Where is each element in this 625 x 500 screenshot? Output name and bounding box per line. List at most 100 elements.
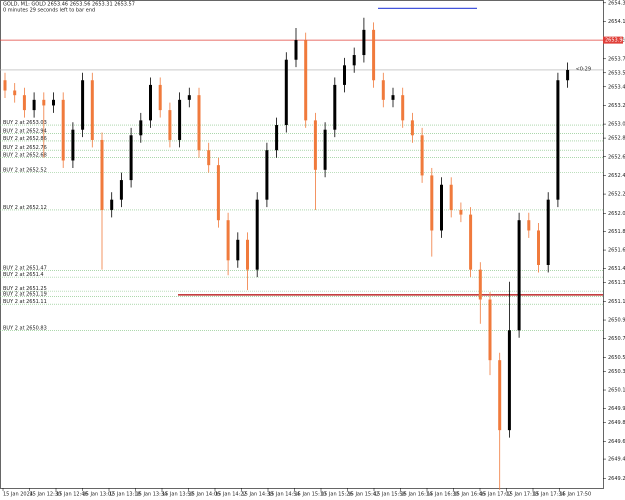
candle-body: [32, 99, 36, 111]
candle-body: [178, 99, 182, 140]
candle-body: [449, 184, 453, 210]
x-tick-label: 15 Jan 2024: [3, 492, 33, 498]
candle-body: [420, 135, 424, 176]
x-tick-label: 15 Jan 13:50: [162, 492, 194, 498]
y-tick-label: 2651.49: [608, 266, 625, 272]
y-tick-label: 2653.74: [608, 56, 625, 62]
order-label: BUY 2 at 2651.19: [3, 292, 47, 298]
candle-body: [139, 120, 143, 136]
candle-body: [90, 80, 94, 140]
candle-body: [546, 199, 550, 265]
candle-body: [343, 65, 346, 85]
candle-body: [537, 230, 540, 265]
candle-body: [391, 95, 395, 100]
price-tag: [603, 36, 623, 44]
order-label: BUY 2 at 2650.83: [3, 325, 47, 331]
timer-label: <0:29: [576, 66, 591, 72]
order-label: BUY 2 at 2651.11: [3, 299, 47, 305]
candle-body: [100, 139, 104, 210]
candle-body: [246, 239, 249, 270]
y-tick-label: 2651.69: [608, 248, 625, 254]
candle-body: [158, 84, 162, 111]
candle-body: [255, 199, 259, 270]
candle-body: [507, 330, 511, 431]
candle-body: [3, 80, 7, 91]
price-tag-label: 2653.94: [605, 38, 625, 44]
y-tick-label: 2653.04: [608, 122, 625, 128]
candle-body: [566, 69, 570, 81]
x-tick-label: 15 Jan 15:42: [348, 492, 380, 498]
x-tick-label: 15 Jan 17:34: [533, 492, 565, 498]
candle-body: [410, 120, 414, 136]
x-tick-label: 15 Jan 13:18: [109, 492, 141, 498]
x-tick-label: 15 Jan 12:46: [56, 492, 88, 498]
y-tick-label: 2651.34: [608, 280, 625, 286]
order-label: BUY 2 at 2652.94: [3, 128, 47, 134]
candle-body: [129, 135, 133, 181]
candle-body: [226, 220, 230, 261]
x-tick-label: 15 Jan 17:18: [507, 492, 539, 498]
candle-body: [362, 29, 366, 56]
candle-body: [333, 84, 337, 130]
y-tick-label: 2652.49: [608, 173, 625, 179]
y-tick-label: 2649.24: [608, 476, 625, 482]
x-tick-label: 15 Jan 14:38: [242, 492, 274, 498]
x-tick-label: 15 Jan 16:46: [454, 492, 486, 498]
x-tick-label: 15 Jan 15:26: [321, 492, 353, 498]
x-tick-label: 15 Jan 14:06: [189, 492, 221, 498]
order-label: BUY 2 at 2652.68: [3, 153, 47, 159]
x-tick-label: 15 Jan 13:34: [136, 492, 168, 498]
y-tick-label: 2654.34: [608, 0, 625, 6]
y-tick-label: 2654.14: [608, 19, 625, 25]
candle-body: [52, 99, 55, 106]
y-tick-label: 2653.59: [608, 70, 625, 76]
candle-body: [207, 150, 211, 166]
y-tick-label: 2652.29: [608, 192, 625, 198]
candle-body: [13, 90, 17, 96]
candle-body: [294, 40, 298, 60]
candle-body: [22, 95, 26, 111]
candle-body: [81, 80, 85, 130]
candle-body: [372, 29, 376, 81]
y-tick-label: 2652.69: [608, 154, 625, 160]
candle-body: [498, 360, 502, 431]
candle-body: [275, 125, 279, 151]
order-label: BUY 2 at 2651.25: [3, 286, 47, 292]
x-tick-label: 15 Jan 17:50: [560, 492, 592, 498]
candle-body: [187, 95, 191, 100]
candle-body: [440, 184, 443, 231]
order-label: BUY 2 at 2653.03: [3, 120, 47, 126]
y-tick-label: 2650.39: [608, 369, 625, 375]
candle-body: [149, 84, 152, 121]
candle-body: [323, 129, 327, 170]
order-label: BUY 2 at 2651.47: [3, 266, 47, 272]
candle-body: [42, 99, 46, 106]
candle-body: [61, 99, 65, 161]
candle-body: [236, 239, 240, 261]
candle-body: [381, 80, 385, 100]
y-tick-label: 2652.08: [608, 211, 625, 217]
candle-body: [527, 220, 531, 231]
candle-body: [284, 59, 288, 126]
x-tick-label: 15 Jan 15:10: [295, 492, 327, 498]
candle-body: [216, 165, 220, 221]
y-tick-label: 2650.54: [608, 355, 625, 361]
x-tick-label: 15 Jan 14:54: [268, 492, 300, 498]
candle-body: [168, 110, 172, 140]
y-tick-label: 2649.99: [608, 406, 625, 412]
order-label: BUY 2 at 2652.86: [3, 136, 47, 142]
chart-subtitle: 0 minutes 29 seconds left to bar end: [3, 8, 95, 14]
plot-frame: [0, 0, 604, 489]
candle-body: [556, 80, 560, 200]
candle-body: [430, 175, 434, 231]
candle-body: [517, 220, 521, 331]
order-label: BUY 2 at 2651.4: [3, 272, 44, 278]
y-tick-label: 2653.44: [608, 84, 625, 90]
candle-body: [265, 150, 269, 200]
x-tick-label: 15 Jan 16:30: [427, 492, 459, 498]
y-tick-label: 2650.74: [608, 336, 625, 342]
x-tick-label: 15 Jan 14:22: [215, 492, 247, 498]
x-tick-label: 15 Jan 15:58: [374, 492, 406, 498]
